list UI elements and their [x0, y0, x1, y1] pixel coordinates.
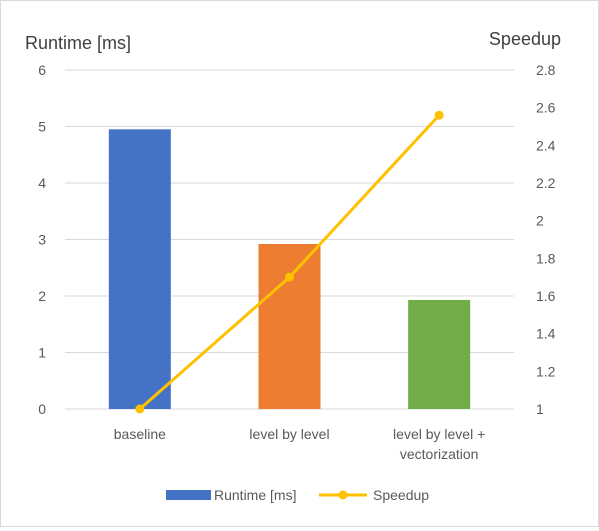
right-tick-label: 1 [536, 401, 544, 417]
left-tick-label: 5 [38, 119, 46, 135]
bars [108, 129, 471, 409]
runtime-bar [108, 129, 171, 409]
right-tick-label: 2.2 [536, 175, 556, 191]
category-labels: baseline level by level level by level + ve… [114, 426, 486, 462]
right-tick-label: 1.8 [536, 250, 556, 266]
speedup-point [434, 110, 444, 120]
left-tick-label: 0 [38, 401, 46, 417]
left-tick-label: 4 [38, 175, 46, 191]
left-tick-label: 3 [38, 232, 46, 248]
legend: Runtime [ms] Speedup [166, 487, 429, 503]
right-tick-label: 1.2 [536, 363, 556, 379]
right-tick-label: 2.8 [536, 62, 556, 78]
right-tick-label: 2 [536, 213, 544, 229]
legend-runtime-swatch [166, 490, 211, 500]
speedup-point [285, 272, 294, 282]
speedup-point [135, 404, 145, 414]
right-axis-title: Speedup [489, 29, 561, 49]
left-axis-ticks: 0 1 2 3 4 5 6 [38, 62, 46, 417]
right-tick-label: 1.6 [536, 288, 556, 304]
speedup-line [135, 110, 444, 414]
category-label: level by level [249, 426, 329, 442]
category-label: baseline [114, 426, 166, 442]
left-tick-label: 1 [38, 345, 46, 361]
right-tick-label: 2.6 [536, 100, 556, 116]
legend-runtime-label: Runtime [ms] [214, 487, 296, 503]
right-tick-label: 2.4 [536, 137, 556, 153]
category-label: vectorization [400, 446, 479, 462]
runtime-bar [258, 244, 321, 409]
right-tick-label: 1.4 [536, 326, 556, 342]
left-tick-label: 6 [38, 62, 46, 78]
category-label: level by level + [393, 426, 485, 442]
left-axis-title: Runtime [ms] [25, 33, 131, 53]
legend-speedup-marker [338, 490, 348, 500]
runtime-bar [408, 299, 471, 409]
right-axis-ticks: 1 1.2 1.4 1.6 1.8 2 2.2 2.4 2.6 2.8 [536, 62, 556, 417]
left-tick-label: 2 [38, 288, 46, 304]
legend-speedup-label: Speedup [373, 487, 429, 503]
